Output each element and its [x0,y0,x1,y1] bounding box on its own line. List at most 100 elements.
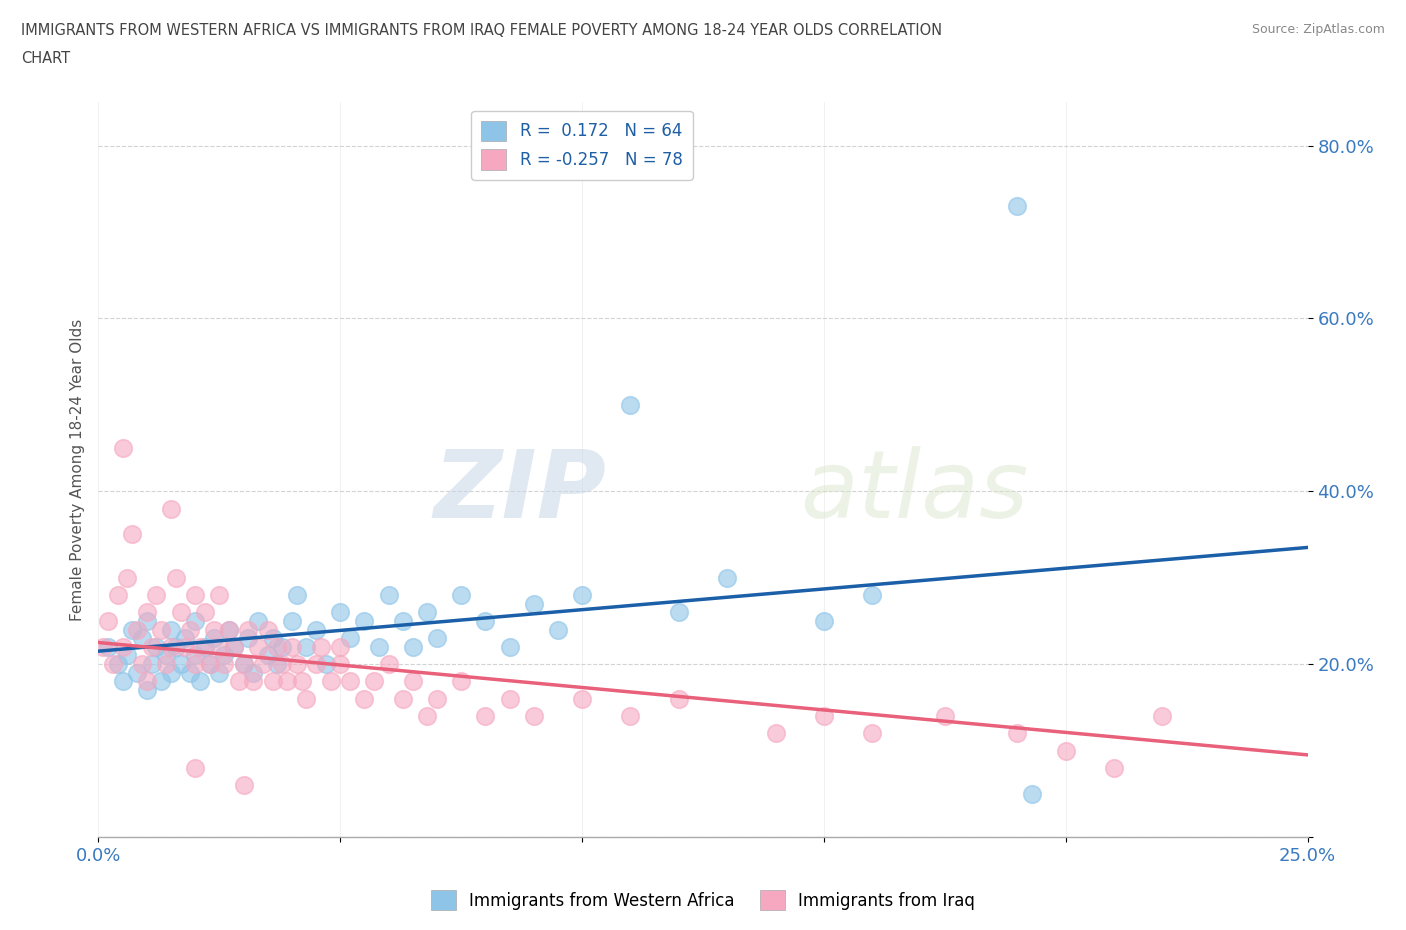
Point [523,709,546,724]
Point [222,640,245,655]
Point [474,614,496,629]
Point [131,657,153,671]
Point [91,640,114,655]
Point [498,640,520,655]
Point [160,501,183,516]
Point [668,604,690,619]
Point [174,631,197,645]
Point [107,657,129,671]
Point [450,588,472,603]
Point [571,691,593,706]
Point [184,648,207,663]
Point [377,657,399,671]
Point [141,657,163,671]
Point [174,640,197,655]
Point [547,622,569,637]
Point [329,640,352,655]
Point [179,622,201,637]
Point [281,614,304,629]
Point [315,657,337,671]
Point [392,614,415,629]
Point [222,640,245,655]
Point [131,631,153,645]
Point [262,674,284,689]
Point [1102,761,1125,776]
Point [111,674,134,689]
Point [813,709,835,724]
Point [198,657,221,671]
Point [339,631,361,645]
Point [498,691,520,706]
Point [238,622,260,637]
Point [184,588,207,603]
Point [184,657,207,671]
Point [353,691,375,706]
Point [329,604,352,619]
Point [1054,743,1077,758]
Point [416,709,439,724]
Point [160,640,183,655]
Point [319,674,342,689]
Point [184,761,207,776]
Point [238,631,260,645]
Point [135,614,157,629]
Point [426,691,449,706]
Point [309,640,332,655]
Point [619,397,641,412]
Point [218,622,240,637]
Point [392,691,415,706]
Point [271,657,294,671]
Point [339,674,361,689]
Point [402,640,425,655]
Point [474,709,496,724]
Text: ZIP: ZIP [433,445,606,538]
Point [860,588,883,603]
Point [194,640,217,655]
Point [188,674,211,689]
Point [145,588,167,603]
Point [377,588,399,603]
Point [165,570,187,585]
Legend: Immigrants from Western Africa, Immigrants from Iraq: Immigrants from Western Africa, Immigran… [425,884,981,917]
Point [1007,725,1029,740]
Point [155,657,177,671]
Point [450,674,472,689]
Point [285,588,308,603]
Point [266,657,288,671]
Point [127,665,149,680]
Text: Source: ZipAtlas.com: Source: ZipAtlas.com [1251,23,1385,36]
Point [121,622,143,637]
Text: atlas: atlas [800,446,1028,538]
Point [150,622,173,637]
Point [145,640,167,655]
Point [285,657,308,671]
Text: CHART: CHART [21,51,70,66]
Point [141,640,163,655]
Point [107,588,129,603]
Point [111,640,134,655]
Point [266,640,288,655]
Point [860,725,883,740]
Point [208,665,231,680]
Point [135,674,157,689]
Point [353,614,375,629]
Point [305,622,328,637]
Point [97,614,120,629]
Point [523,596,546,611]
Point [252,657,274,671]
Point [232,657,254,671]
Point [716,570,738,585]
Point [184,614,207,629]
Point [668,691,690,706]
Point [135,683,157,698]
Point [256,622,278,637]
Point [242,674,264,689]
Point [247,640,270,655]
Point [402,674,425,689]
Point [426,631,449,645]
Point [368,640,391,655]
Point [212,648,235,663]
Point [232,657,254,671]
Point [363,674,385,689]
Text: IMMIGRANTS FROM WESTERN AFRICA VS IMMIGRANTS FROM IRAQ FEMALE POVERTY AMONG 18-2: IMMIGRANTS FROM WESTERN AFRICA VS IMMIGR… [21,23,942,38]
